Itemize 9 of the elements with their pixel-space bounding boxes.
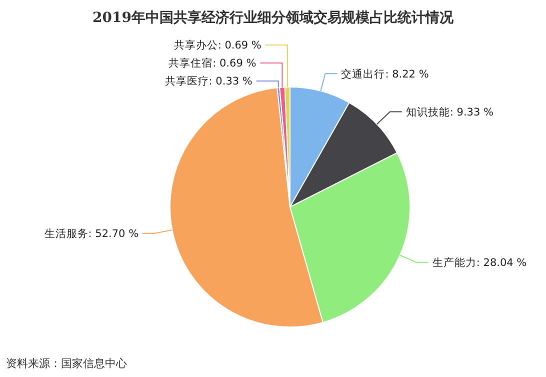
slice-label: 生活服务: 52.70 %	[44, 227, 139, 240]
slice-label: 交通出行: 8.22 %	[341, 67, 429, 80]
chart-title: 2019年中国共享经济行业细分领域交易规模占比统计情况	[92, 9, 454, 26]
slice-label: 知识技能: 9.33 %	[406, 105, 494, 118]
slice-label: 生产能力: 28.04 %	[432, 256, 527, 270]
slice-label: 共享住宿: 0.69 %	[168, 56, 256, 70]
slice-label: 共享医疗: 0.33 %	[164, 74, 252, 88]
slice-label: 共享办公: 0.69 %	[174, 38, 262, 52]
text: 资料来源：国家信息中心	[6, 357, 127, 370]
